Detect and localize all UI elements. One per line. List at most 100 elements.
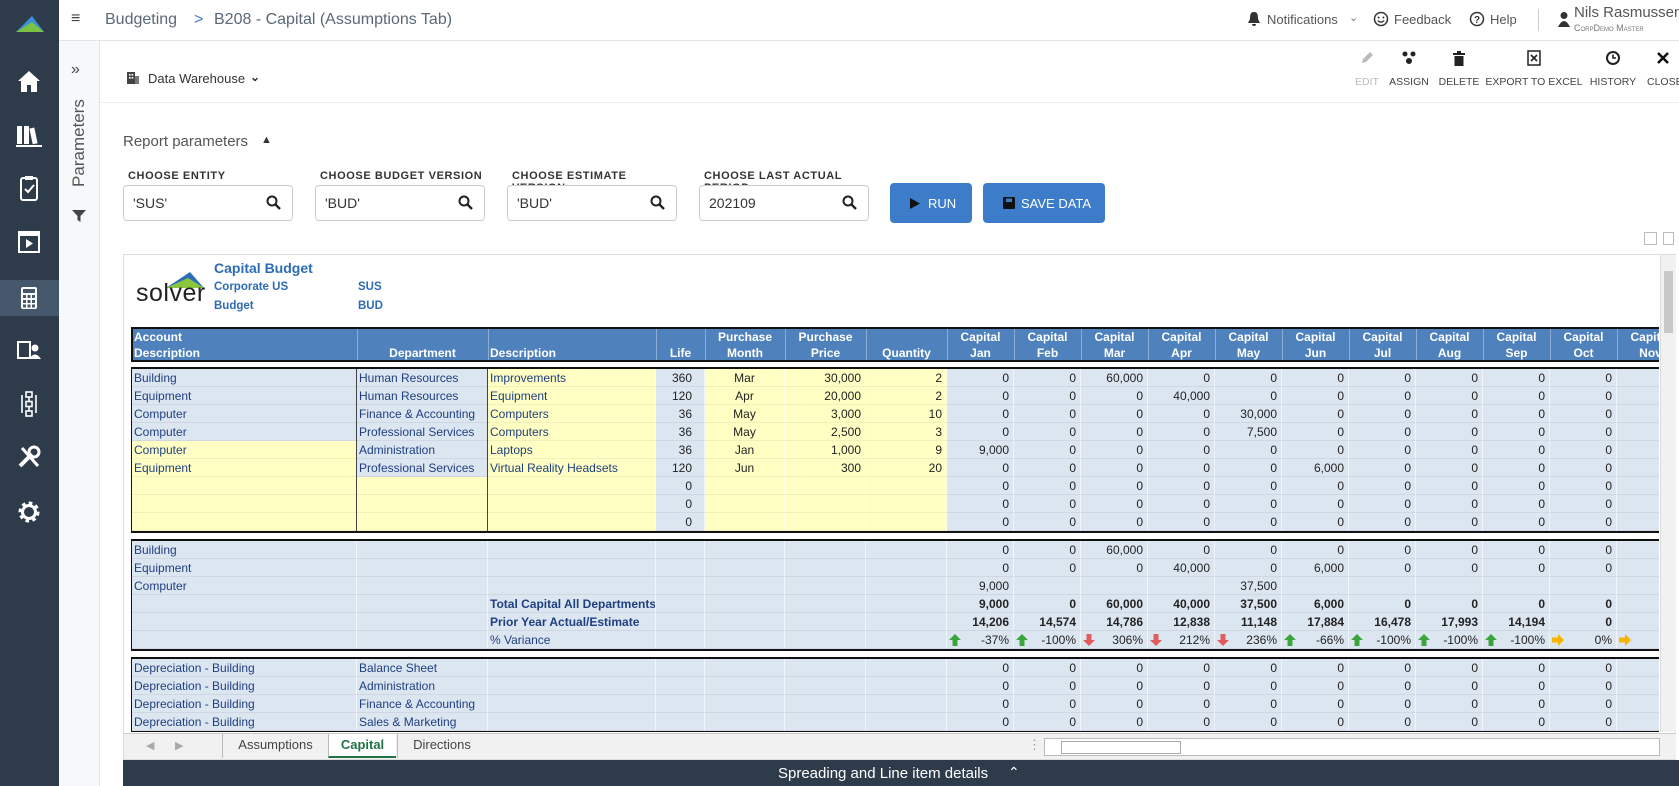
search-icon[interactable] (458, 195, 473, 210)
sheet-tab[interactable]: Directions (397, 734, 486, 758)
cell: 0 (1081, 405, 1148, 423)
cell (866, 513, 947, 531)
details-bar[interactable]: Spreading and Line item details ⌃ (123, 760, 1679, 786)
field-input[interactable]: 'BUD' (507, 185, 677, 221)
assign-action[interactable]: ASSIGN (1389, 76, 1429, 88)
tab-next[interactable]: ▶ (175, 740, 184, 752)
search-icon[interactable] (650, 195, 665, 210)
menu-icon[interactable]: ≡ (71, 10, 81, 27)
delete-action[interactable]: DELETE (1438, 76, 1480, 88)
run-button[interactable]: RUN (890, 183, 972, 223)
field-input[interactable]: 202109 (699, 185, 869, 221)
data-source[interactable]: Data Warehouse (148, 71, 246, 86)
breadcrumb-app[interactable]: Budgeting (105, 11, 178, 28)
notifications-link[interactable]: Notifications (1267, 12, 1338, 27)
search-icon[interactable] (266, 195, 281, 210)
dropdown-chevron[interactable]: ⌄ (250, 70, 261, 84)
cell (1617, 441, 1659, 459)
workflow-icon[interactable] (14, 389, 44, 419)
header-divider (1349, 329, 1350, 360)
column-header: Capital (1429, 330, 1470, 344)
library-icon[interactable] (14, 120, 44, 150)
cell: 0 (1215, 369, 1282, 387)
reports-icon[interactable] (14, 227, 44, 257)
cell: 0 (1014, 477, 1081, 495)
tools-icon[interactable] (14, 442, 44, 472)
feedback-link[interactable]: Feedback (1394, 12, 1452, 27)
collapse-chevron[interactable]: ▲ (261, 134, 272, 146)
scroll-thumb[interactable] (1061, 741, 1181, 754)
scroll-thumb[interactable] (1664, 271, 1673, 333)
panel-icon[interactable] (1644, 232, 1657, 245)
cell (656, 613, 705, 631)
header-divider (1014, 329, 1015, 360)
breadcrumb-page: B208 - Capital (Assumptions Tab) (214, 11, 453, 28)
export-action[interactable]: EXPORT TO EXCEL (1485, 76, 1583, 88)
cell (357, 513, 488, 531)
cell: 0 (947, 477, 1014, 495)
parameters-heading[interactable]: Report parameters (123, 133, 249, 150)
tab-prev[interactable]: ◀ (146, 740, 155, 752)
settings-icon[interactable] (14, 497, 44, 527)
column-header: Aug (1437, 346, 1462, 360)
variance-icon (1083, 634, 1095, 646)
vertical-scrollbar[interactable] (1660, 255, 1676, 732)
cell: 0 (1483, 677, 1550, 695)
user-name[interactable]: Nils Rasmussen (1574, 4, 1679, 21)
search-icon[interactable] (842, 195, 857, 210)
delete-icon (1453, 51, 1465, 66)
cell: Improvements (488, 369, 656, 387)
cell: 306% (1081, 631, 1148, 649)
cell: 0 (1014, 459, 1081, 477)
close-action[interactable]: CLOSE (1647, 76, 1679, 88)
tasks-icon[interactable] (14, 173, 44, 203)
cell: 0 (1483, 495, 1550, 513)
app-logo[interactable] (12, 12, 48, 36)
field-input[interactable]: 'SUS' (123, 185, 293, 221)
cell: 0 (1148, 441, 1215, 459)
details-chevron[interactable]: ⌃ (1008, 764, 1020, 780)
cell: 0 (1081, 459, 1148, 477)
cell: Human Resources (357, 369, 488, 387)
cell: 120 (656, 459, 705, 477)
filter-icon[interactable] (72, 209, 86, 223)
cell: Equipment (132, 387, 357, 405)
panel-icon[interactable] (1663, 232, 1674, 245)
field-input[interactable]: 'BUD' (315, 185, 485, 221)
cell: 2 (866, 387, 947, 405)
budget-icon[interactable] (14, 283, 44, 313)
cell (132, 631, 357, 649)
column-header: Jul (1373, 346, 1392, 360)
users-icon[interactable] (14, 335, 44, 365)
cell: Administration (357, 441, 488, 459)
horizontal-scrollbar[interactable] (1044, 738, 1660, 756)
cell (866, 695, 947, 713)
details-title[interactable]: Spreading and Line item details (778, 765, 989, 782)
help-link[interactable]: Help (1490, 12, 1517, 27)
edit-icon (1362, 52, 1373, 63)
cell (656, 559, 705, 577)
sheet-tab[interactable]: Assumptions (222, 734, 328, 758)
cell: 0 (1148, 477, 1215, 495)
save-button[interactable]: SAVE DATA (983, 183, 1105, 223)
cell: 0 (1014, 713, 1081, 731)
home-icon[interactable] (14, 66, 44, 96)
cell: 0 (1081, 423, 1148, 441)
cell: 20,000 (785, 387, 866, 405)
column-header: May (1236, 346, 1261, 360)
history-action[interactable]: HISTORY (1589, 76, 1637, 88)
left-nav (0, 0, 59, 786)
cell: 0 (1349, 513, 1416, 531)
cell (132, 613, 357, 631)
cell: 14,786 (1081, 613, 1148, 631)
sheet-tab[interactable]: Capital (328, 734, 396, 758)
splitter[interactable]: ⋮ (1028, 737, 1041, 752)
cell: 0 (1349, 595, 1416, 613)
expand-icon[interactable]: » (71, 61, 80, 78)
cell: 0 (947, 405, 1014, 423)
cell: Human Resources (357, 387, 488, 405)
edit-action[interactable]: EDIT (1355, 76, 1379, 88)
column-header: Purchase (717, 330, 773, 344)
cell: 6,000 (1282, 595, 1349, 613)
